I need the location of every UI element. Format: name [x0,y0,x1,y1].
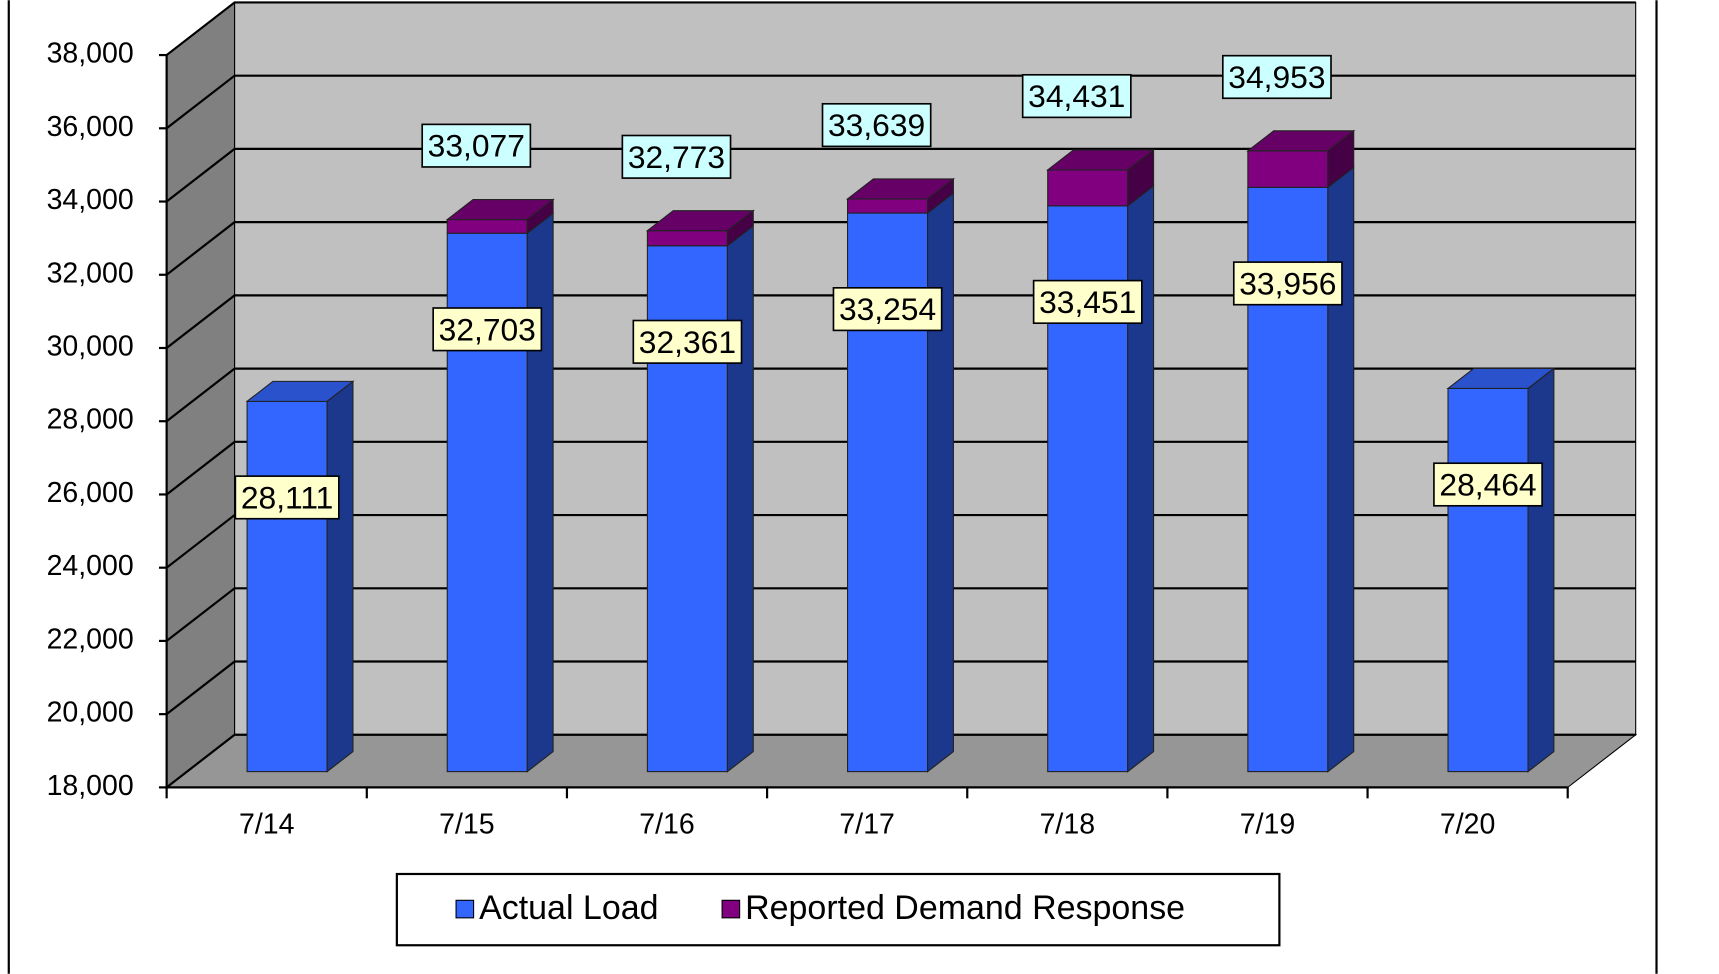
legend-swatch [455,899,475,919]
bar [446,218,528,234]
data-label-text: 33,254 [839,291,936,327]
data-label: 28,111 [234,475,340,520]
y-tick-label: 18,000 [47,770,134,802]
bar [246,400,328,773]
bar-side [1527,367,1555,773]
bar-side [1127,184,1155,773]
y-tick-label: 20,000 [47,697,134,729]
data-label-text: 33,077 [428,128,525,164]
data-label: 32,773 [621,134,732,179]
data-label-box [621,134,732,179]
y-tick-label: 34,000 [47,184,134,216]
data-label-box [832,286,943,332]
data-label: 32,703 [432,307,543,352]
grid-line [165,294,1636,349]
legend-label: Actual Load [479,889,658,927]
legend-swatch [721,899,741,919]
data-label-text: 32,773 [628,139,725,175]
data-label-text: 32,703 [439,311,536,347]
data-label-box [1433,462,1543,507]
y-tick-label: 38,000 [47,38,134,70]
y-tick-label: 28,000 [47,404,134,436]
x-tick-label: 7/17 [839,808,894,840]
grid-line [165,74,1636,130]
data-label-box [821,102,932,148]
data-label: 33,451 [1032,279,1143,325]
legend-box [395,872,1281,947]
data-label-box [421,123,532,168]
x-tick-label: 7/16 [639,808,694,840]
grid-line [165,147,1636,203]
bar-top [645,210,755,232]
bar-top [445,198,555,221]
data-label-box [1221,54,1332,100]
bar [1247,150,1329,188]
data-label-text: 33,956 [1239,265,1336,301]
bar-top [1246,130,1356,152]
grid-line [165,440,1636,496]
data-label-text: 28,111 [241,479,333,515]
data-label: 33,077 [421,123,532,168]
y-tick-label: 22,000 [47,623,134,655]
data-label-text: 32,361 [639,324,736,360]
data-label: 33,956 [1232,261,1343,306]
legend-label: Reported Demand Response [745,889,1185,927]
x-tick-label: 7/20 [1440,808,1495,840]
bar [1047,169,1129,207]
data-label: 34,953 [1221,54,1332,100]
bar-top [845,178,956,200]
data-label-box [1021,73,1132,119]
y-tick-label: 26,000 [47,477,134,509]
data-label-box [632,319,743,364]
y-tick-label: 30,000 [47,331,134,363]
bar-side [726,224,754,773]
data-label: 28,464 [1433,462,1543,507]
x-tick-label: 7/18 [1040,808,1095,840]
data-label-box [432,307,543,352]
data-label-text: 28,464 [1439,467,1536,503]
grid-line [165,367,1636,423]
x-tick-label: 7/14 [239,808,295,840]
bar [847,198,929,214]
data-label-text: 34,953 [1228,59,1325,95]
grid-line [165,1,1636,56]
y-tick-label: 36,000 [47,111,134,143]
data-label: 33,254 [832,286,943,332]
grid-line [165,733,1636,789]
bar-top [245,380,355,402]
y-tick-label: 24,000 [47,550,134,582]
x-tick-label: 7/15 [439,808,494,840]
bar-side [326,380,354,773]
data-label-text: 33,639 [828,107,925,143]
bar-top [1046,149,1156,171]
x-tick-label: 7/19 [1240,808,1295,840]
bar-side [1327,166,1355,773]
data-label: 34,431 [1021,73,1132,119]
data-label-text: 33,451 [1039,284,1136,320]
bar [1447,387,1529,773]
data-label-text: 34,431 [1028,78,1125,114]
bar [646,230,728,247]
grid-line [165,660,1636,716]
data-label-box [1232,261,1343,306]
bar-side [526,212,554,773]
bar-top [1446,367,1556,389]
data-label: 32,361 [632,319,743,364]
grid-line [165,587,1636,642]
y-tick-label: 32,000 [47,257,134,289]
data-label: 33,639 [821,102,932,148]
bar-side [927,191,954,773]
data-label-box [1032,279,1143,325]
data-label-box [234,475,340,520]
grid-line [165,221,1636,276]
